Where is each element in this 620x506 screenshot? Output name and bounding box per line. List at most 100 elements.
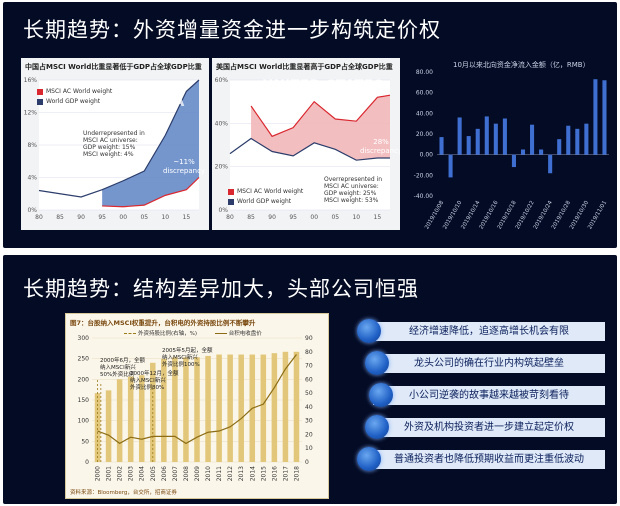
y-tick-label: 0.00: [420, 152, 434, 159]
y-tick-label: 300: [78, 335, 90, 342]
bullet-circle-icon: [357, 447, 381, 471]
foreign-share-bar: [183, 357, 189, 462]
discrepancy-area: [102, 80, 199, 207]
china-line-chart: 0% 4% 8% 12% 16% 80 85 90 95 00 05 10 15: [24, 77, 200, 221]
foreign-share-bar: [127, 376, 134, 462]
y-tick-label: 200: [78, 376, 90, 383]
flow-bar: [530, 124, 535, 155]
source-note: 资料来源：Bloomberg，台交所，招商证券: [70, 490, 177, 496]
foreign-share-bar: [260, 354, 267, 462]
y-tick-label: -20.00: [414, 172, 434, 179]
chart-title: 10月以来北向资金净流入金额（亿，RMB）: [453, 61, 590, 69]
bullet-circle-icon: [365, 415, 389, 439]
x-tick-label: 2009: [194, 466, 201, 481]
bullet-item: 普通投资者也降低预期收益而更注重低波动: [357, 447, 607, 471]
x-tick-label: 90: [268, 214, 276, 221]
x-tick-label: 2004: [139, 466, 146, 481]
flow-bar: [557, 139, 562, 155]
y-tick-label: 60%: [215, 77, 229, 84]
bullet-circle-icon: [357, 319, 381, 343]
foreign-share-bar: [227, 354, 233, 462]
discrepancy-label: 28% discrepancy: [360, 138, 400, 155]
y-tick-label: 150: [78, 397, 90, 404]
tsmc-price-line: [97, 354, 297, 445]
y-tick-label: 80.00: [416, 69, 433, 76]
y2-tick-label: 10: [305, 445, 313, 452]
flow-bar: [511, 154, 516, 168]
x-tick-label: 10: [161, 214, 169, 221]
x-tick-label: 80: [35, 214, 43, 221]
annotation: Overrepresented in MSCI AC universe: GDP…: [324, 176, 383, 204]
gdp-weight-line: [38, 79, 200, 198]
x-tick-label: 00: [310, 214, 318, 221]
x-tick-label: 05: [140, 214, 148, 221]
y-tick-label: 8%: [27, 142, 37, 149]
x-tick-label: 2013: [238, 466, 245, 481]
foreign-share-bar: [138, 375, 145, 462]
x-tick-label: 2006: [161, 466, 168, 481]
x-tick-label: 2001: [106, 466, 113, 481]
foreign-share-bar: [194, 357, 200, 462]
gdp-weight-line: [229, 137, 390, 161]
y-tick-label: 100: [78, 418, 90, 425]
flow-bar: [584, 123, 589, 155]
tsmc-combo-chart: 3002502001501005009080706050403020100200…: [78, 335, 313, 481]
y-tick-label: 50: [81, 438, 89, 445]
flow-bar: [548, 154, 553, 174]
chart-title: 美国占MSCI World比重显著高于GDP占全球GDP比重: [216, 63, 393, 71]
foreign-share-bar: [161, 358, 167, 462]
discrepancy-area: [251, 95, 390, 161]
slide-structure: 长期趋势：结构差异加大，头部公司恒强 图7：台股纳入MSCI权重提升，台积电的外…: [3, 255, 617, 504]
china-msci-chart: 中国占MSCI World比重显著低于GDP占全球GDP比重 0% 4% 8% 12%…: [21, 58, 209, 230]
y2-tick-label: 40: [305, 404, 313, 411]
x-tick-label: 2007: [172, 466, 179, 481]
y-tick-label: 20.00: [416, 131, 433, 138]
us-msci-chart: 美国占MSCI World比重显著高于GDP占全球GDP比重 0% 20% 40% 6…: [212, 58, 400, 230]
y2-tick-label: 50: [305, 390, 313, 397]
foreign-share-bar: [105, 390, 112, 462]
flow-bar: [448, 154, 453, 178]
y2-tick-label: 70: [305, 363, 313, 370]
slide-title: 长期趋势：外资增量资金进一步构筑定价权: [23, 18, 441, 42]
y2-tick-label: 60: [305, 376, 313, 383]
y2-tick-label: 30: [305, 418, 313, 425]
x-tick-label: 10: [352, 214, 360, 221]
foreign-share-bar: [116, 379, 123, 462]
slide-foreign-capital: 长期趋势：外资增量资金进一步构筑定价权 中国占MSCI World比重显著低于G…: [3, 2, 617, 248]
discrepancy-label: ~11% discrepancy: [163, 158, 206, 175]
foreign-share-bar: [216, 354, 222, 462]
watermark: UNITED STATES: [262, 78, 384, 94]
x-tick-label: 2002: [117, 466, 124, 481]
x-tick-label: 2019/11/01: [587, 200, 608, 230]
flow-bar: [439, 137, 444, 155]
x-tick-label: 2005: [150, 466, 157, 481]
note-2000-12: 2000年12月，全额 纳入MSCI新兴 外资比例80%: [130, 371, 179, 391]
note-2000-06: 2000年6月，全额 纳入MSCI新兴 50%外资比例: [100, 358, 145, 378]
x-tick-label: 2000: [95, 466, 102, 481]
x-tick-label: 95: [98, 214, 106, 221]
y-tick-label: 0%: [218, 207, 228, 214]
x-tick-label: 05: [331, 214, 339, 221]
flow-bar: [475, 128, 480, 155]
flow-bar: [575, 128, 580, 155]
x-tick-label: 15: [374, 214, 382, 221]
x-tick-label: 2015: [260, 466, 267, 481]
legend-msci: MSCI AC World weight: [228, 188, 303, 195]
y-tick-label: 0%: [27, 207, 37, 214]
msci-weight-line: [250, 94, 391, 138]
foreign-share-bar: [282, 351, 289, 462]
x-tick-label: 2012: [227, 466, 234, 481]
flow-bar: [593, 79, 598, 155]
bullet-item: 龙头公司的确在行业内构筑起壁垒: [357, 351, 607, 375]
legend: 外资持股比例(右轴，%) 台积电收盘价: [124, 329, 262, 337]
chart-title: 图7：台股纳入MSCI权重提升，台积电的外资持股比例不断攀升: [70, 319, 256, 327]
x-tick-label: 2016: [271, 466, 278, 481]
bullet-item: 外资及机构投资者进一步建立起定价权: [357, 415, 607, 439]
y-tick-label: 60.00: [416, 90, 433, 97]
legend-gdp: World GDP weight: [228, 198, 291, 205]
flow-bar: [602, 80, 607, 155]
bullet-circle-icon: [369, 383, 393, 407]
northbound-flow-chart: 10月以来北向资金净流入金额（亿，RMB） 80.00 60.00 40.00 20.…: [403, 56, 615, 246]
flow-bar: [520, 149, 526, 155]
y-tick-label: 20%: [215, 164, 229, 171]
